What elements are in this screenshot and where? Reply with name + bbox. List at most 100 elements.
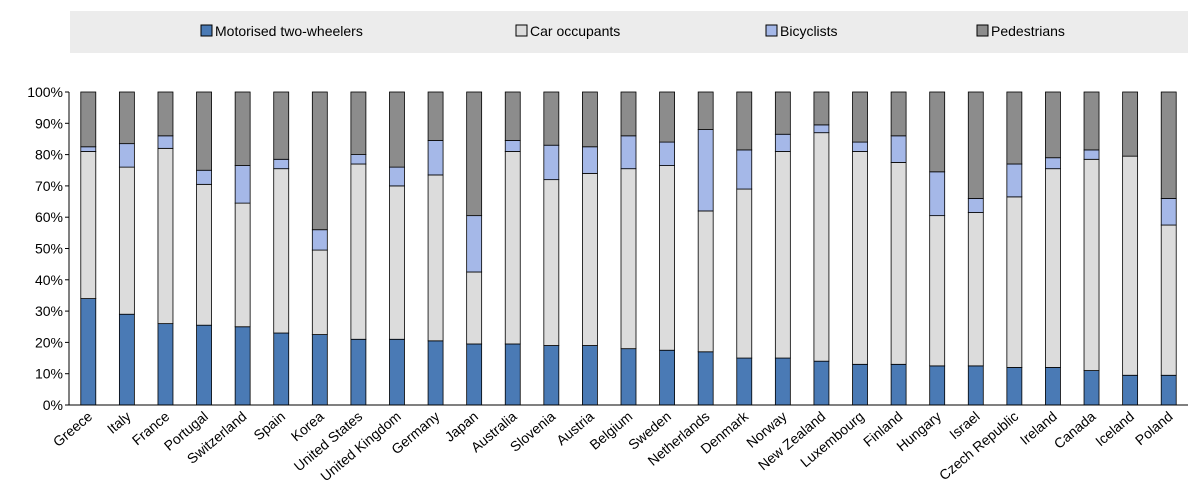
legend-item-bicyclists: Bicyclists bbox=[765, 23, 838, 39]
bar-stack-austria bbox=[582, 91, 598, 406]
bar-segment-pedestrians bbox=[582, 91, 598, 148]
y-tick-label: 90% bbox=[35, 115, 63, 131]
bar-segment-motorised-two-wheelers bbox=[659, 349, 675, 406]
y-tick-label: 20% bbox=[35, 334, 63, 350]
bar-segment-bicyclists bbox=[659, 141, 675, 166]
bar-segment-motorised-two-wheelers bbox=[389, 338, 405, 406]
bar-segment-pedestrians bbox=[1045, 91, 1061, 159]
bar-segment-car-occupants bbox=[196, 183, 212, 326]
legend-swatch bbox=[515, 24, 528, 37]
bar-segment-pedestrians bbox=[543, 91, 560, 146]
bar-segment-car-occupants bbox=[813, 132, 830, 362]
bar-segment-pedestrians bbox=[504, 91, 521, 141]
legend-swatch bbox=[765, 24, 778, 37]
bar-segment-pedestrians bbox=[1083, 91, 1100, 151]
bar-segment-pedestrians bbox=[80, 91, 97, 148]
bar-segment-car-occupants bbox=[1083, 158, 1100, 371]
bar-segment-car-occupants bbox=[582, 172, 598, 346]
bar-segment-car-occupants bbox=[1045, 168, 1061, 368]
bar-segment-bicyclists bbox=[466, 215, 483, 273]
bar-segment-car-occupants bbox=[967, 212, 984, 367]
bar-segment-bicyclists bbox=[118, 143, 135, 168]
legend-label: Bicyclists bbox=[780, 23, 838, 39]
bar-segment-bicyclists bbox=[80, 146, 97, 152]
x-tick-label: Poland bbox=[1132, 408, 1176, 448]
bar-segment-pedestrians bbox=[774, 91, 791, 135]
bar-segment-car-occupants bbox=[427, 174, 444, 342]
bar-stack-japan bbox=[466, 91, 483, 406]
bar-segment-bicyclists bbox=[813, 124, 830, 134]
bar-segment-bicyclists bbox=[350, 154, 367, 165]
bar-segment-car-occupants bbox=[1122, 155, 1139, 376]
bar-segment-bicyclists bbox=[1160, 198, 1177, 226]
bar-segment-bicyclists bbox=[1006, 163, 1023, 198]
bar-segment-car-occupants bbox=[350, 163, 367, 340]
bar-stack-france bbox=[157, 91, 174, 406]
bar-stack-belgium bbox=[620, 91, 637, 406]
bar-stack-netherlands bbox=[697, 91, 714, 406]
y-tick-label: 0% bbox=[43, 397, 63, 413]
bar-segment-bicyclists bbox=[389, 166, 405, 187]
bar-segment-car-occupants bbox=[118, 166, 135, 315]
bar-segment-car-occupants bbox=[659, 165, 675, 351]
bar-stack-korea bbox=[311, 91, 328, 406]
bar-segment-motorised-two-wheelers bbox=[852, 363, 868, 406]
legend-item-pedestrians: Pedestrians bbox=[976, 23, 1065, 39]
bar-segment-motorised-two-wheelers bbox=[80, 298, 97, 406]
bar-stack-poland bbox=[1160, 91, 1177, 406]
bar-segment-pedestrians bbox=[466, 91, 483, 217]
bar-segment-pedestrians bbox=[311, 91, 328, 231]
bar-segment-car-occupants bbox=[1006, 196, 1023, 368]
y-tick-label: 30% bbox=[35, 303, 63, 319]
bar-segment-bicyclists bbox=[736, 149, 753, 190]
bar-segment-bicyclists bbox=[1083, 149, 1100, 160]
bar-segment-bicyclists bbox=[273, 158, 290, 170]
y-tick-label: 80% bbox=[35, 147, 63, 163]
bar-segment-motorised-two-wheelers bbox=[466, 343, 483, 406]
bar-segment-bicyclists bbox=[1045, 157, 1061, 170]
bar-segment-motorised-two-wheelers bbox=[234, 326, 251, 406]
bar-stack-denmark bbox=[736, 91, 753, 406]
bar-segment-car-occupants bbox=[620, 168, 637, 350]
bar-segment-bicyclists bbox=[582, 146, 598, 174]
bar-stack-switzerland bbox=[234, 91, 251, 406]
x-tick-label: Canada bbox=[1051, 408, 1099, 452]
bar-segment-motorised-two-wheelers bbox=[427, 340, 444, 406]
bar-stack-greece bbox=[80, 91, 97, 406]
bar-segment-motorised-two-wheelers bbox=[697, 351, 714, 406]
bar-segment-motorised-two-wheelers bbox=[1083, 370, 1100, 406]
bar-stack-norway bbox=[774, 91, 791, 406]
bar-segment-pedestrians bbox=[620, 91, 637, 137]
bar-segment-car-occupants bbox=[929, 215, 946, 367]
y-tick-label: 40% bbox=[35, 272, 63, 288]
bar-segment-motorised-two-wheelers bbox=[543, 345, 560, 406]
bar-segment-car-occupants bbox=[774, 151, 791, 359]
bar-segment-bicyclists bbox=[967, 198, 984, 213]
y-axis: 0% 10% 20% 30% 40% 50% 60% 70% 80% 90% 100% bbox=[27, 84, 70, 413]
bar-segment-car-occupants bbox=[80, 151, 97, 299]
bar-stack-israel bbox=[967, 91, 984, 406]
bar-segment-motorised-two-wheelers bbox=[118, 313, 135, 406]
bar-segment-bicyclists bbox=[852, 141, 868, 152]
bar-segment-motorised-two-wheelers bbox=[504, 343, 521, 406]
legend-swatch bbox=[200, 24, 213, 37]
bar-segment-motorised-two-wheelers bbox=[582, 345, 598, 406]
bar-segment-bicyclists bbox=[620, 135, 637, 170]
bar-segment-car-occupants bbox=[157, 147, 174, 325]
legend-label: Pedestrians bbox=[991, 23, 1065, 39]
bar-segment-bicyclists bbox=[427, 140, 444, 176]
bar-segment-pedestrians bbox=[157, 91, 174, 137]
bar-segment-pedestrians bbox=[1006, 91, 1023, 165]
bar-segment-pedestrians bbox=[389, 91, 405, 168]
bar-segment-pedestrians bbox=[967, 91, 984, 199]
bar-segment-car-occupants bbox=[543, 179, 560, 346]
bar-segment-bicyclists bbox=[697, 129, 714, 212]
y-tick-label: 100% bbox=[27, 84, 63, 100]
bar-stack-portugal bbox=[196, 91, 212, 406]
bar-stack-united-kingdom bbox=[389, 91, 405, 406]
bar-segment-bicyclists bbox=[311, 229, 328, 251]
legend-item-motorised-two-wheelers: Motorised two-wheelers bbox=[200, 23, 363, 39]
x-tick-label: Spain bbox=[250, 408, 288, 443]
bar-segment-pedestrians bbox=[1122, 91, 1139, 157]
bar-segment-motorised-two-wheelers bbox=[967, 365, 984, 406]
